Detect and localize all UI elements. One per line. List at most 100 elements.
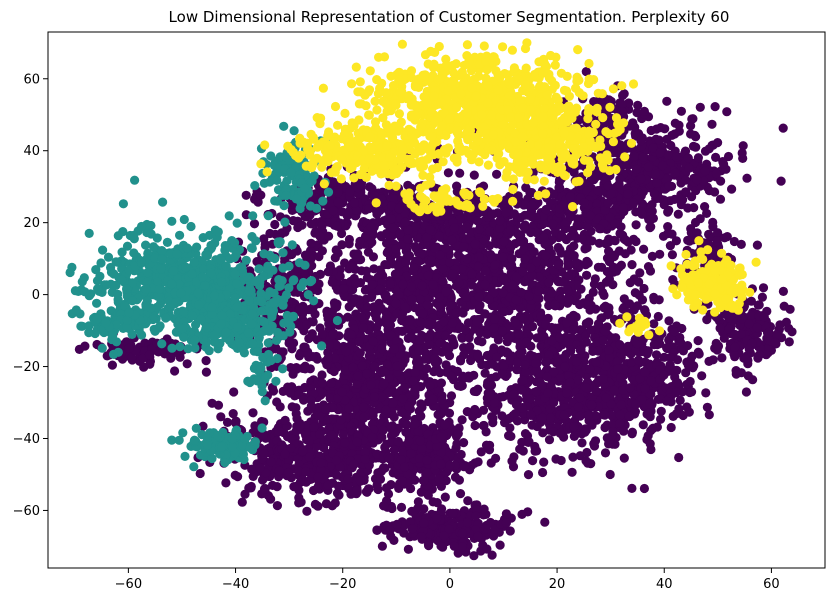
data-point	[610, 236, 620, 246]
data-point	[656, 414, 666, 424]
data-point	[490, 314, 500, 324]
data-point	[328, 330, 338, 340]
data-point	[687, 192, 697, 202]
data-point	[436, 507, 446, 517]
data-point	[704, 410, 714, 420]
data-point	[623, 189, 633, 199]
data-point	[704, 186, 714, 196]
data-point	[381, 290, 391, 300]
data-point	[445, 257, 455, 267]
data-point	[447, 318, 458, 328]
data-point	[664, 316, 674, 326]
data-point	[272, 482, 282, 492]
data-point	[695, 102, 705, 112]
data-point	[448, 269, 458, 279]
data-point	[398, 326, 408, 336]
data-point	[330, 353, 340, 363]
data-point	[434, 300, 444, 310]
data-point	[517, 385, 527, 395]
data-point	[418, 309, 428, 319]
data-point	[462, 517, 472, 528]
data-point	[618, 90, 628, 101]
data-point	[655, 249, 665, 259]
data-point	[484, 226, 495, 236]
data-point	[463, 496, 473, 506]
data-point	[470, 404, 480, 415]
data-point	[590, 410, 600, 420]
data-point	[349, 198, 359, 208]
data-point	[537, 413, 548, 423]
data-point	[432, 441, 442, 451]
data-point	[604, 308, 614, 318]
data-point	[327, 501, 337, 511]
data-point	[575, 393, 585, 403]
data-point	[620, 235, 631, 245]
data-point	[505, 262, 515, 272]
data-point	[564, 294, 574, 304]
data-point	[573, 375, 583, 385]
data-point	[313, 472, 323, 482]
data-point	[501, 518, 511, 528]
data-point	[355, 348, 365, 358]
data-point	[600, 410, 610, 420]
data-point	[352, 252, 362, 262]
data-point	[396, 455, 406, 465]
data-point	[480, 266, 491, 276]
data-point	[247, 464, 257, 474]
data-point	[459, 242, 469, 252]
data-point	[415, 436, 425, 446]
data-point	[195, 468, 205, 479]
data-point	[710, 102, 720, 112]
data-point	[575, 300, 585, 310]
data-point	[562, 285, 572, 295]
data-point	[394, 203, 404, 214]
data-point	[373, 207, 383, 217]
data-point	[424, 340, 434, 350]
data-point	[567, 467, 577, 477]
data-point	[627, 260, 637, 270]
data-point	[422, 455, 432, 465]
data-point	[340, 395, 350, 405]
data-point	[646, 376, 656, 386]
data-point	[458, 308, 468, 318]
data-point	[638, 420, 648, 430]
data-point	[498, 288, 508, 298]
data-point	[446, 371, 456, 381]
data-point	[344, 239, 354, 249]
data-point	[461, 222, 471, 232]
data-point	[432, 346, 442, 356]
data-point	[401, 427, 411, 437]
data-point	[400, 302, 410, 312]
data-point	[404, 401, 414, 411]
chart-title: Low Dimensional Representation of Custom…	[169, 8, 730, 26]
data-point	[406, 332, 416, 342]
data-point	[566, 231, 576, 241]
data-point	[583, 258, 593, 268]
data-point	[540, 517, 550, 527]
data-point	[507, 456, 517, 466]
data-point	[439, 531, 449, 541]
data-point	[377, 541, 387, 551]
data-point	[440, 420, 450, 430]
data-point	[647, 251, 658, 261]
data-point	[563, 271, 574, 281]
data-point	[674, 452, 684, 463]
data-point	[331, 245, 341, 255]
data-point	[675, 395, 685, 405]
data-point	[636, 136, 646, 146]
data-point	[447, 334, 457, 344]
data-point	[306, 219, 316, 229]
data-point	[619, 453, 629, 463]
data-point	[272, 397, 282, 407]
data-point	[484, 294, 494, 305]
data-point	[343, 207, 354, 217]
data-point	[436, 432, 446, 442]
data-point	[536, 331, 546, 341]
data-point	[691, 142, 701, 152]
data-point	[654, 135, 664, 145]
data-point	[229, 387, 239, 397]
data-point	[287, 402, 297, 412]
data-point	[389, 412, 399, 422]
data-point	[336, 415, 346, 425]
data-point	[507, 280, 518, 290]
